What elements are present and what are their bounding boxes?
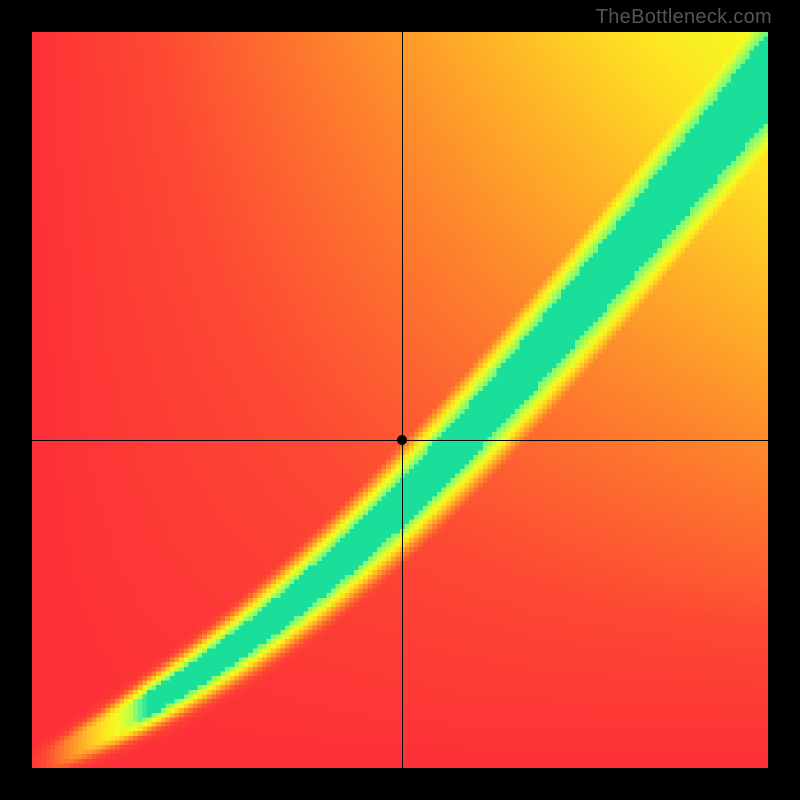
heatmap-plot [32, 32, 768, 768]
watermark-text: TheBottleneck.com [596, 6, 772, 29]
crosshair-marker [397, 435, 407, 445]
crosshair-vertical [402, 32, 403, 768]
heatmap-canvas [32, 32, 768, 768]
